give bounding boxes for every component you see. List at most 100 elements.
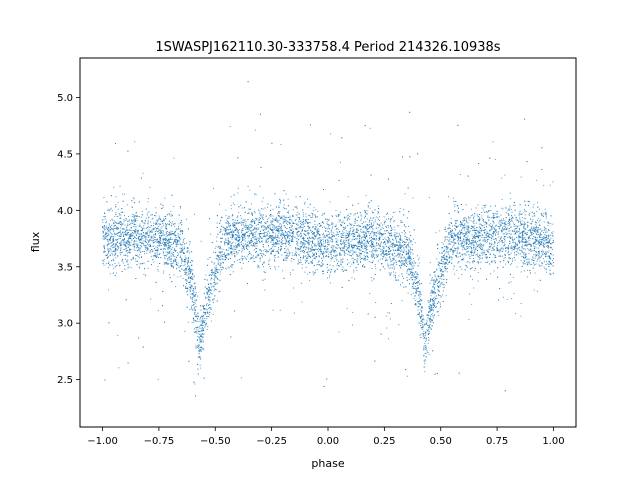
data-point bbox=[188, 250, 190, 252]
data-point bbox=[289, 217, 291, 219]
data-point bbox=[170, 222, 172, 224]
data-point bbox=[352, 232, 354, 234]
data-point bbox=[419, 309, 421, 311]
data-point bbox=[151, 218, 153, 220]
data-point bbox=[303, 242, 305, 244]
data-point bbox=[494, 213, 496, 215]
data-point bbox=[528, 229, 530, 231]
data-point bbox=[379, 258, 381, 260]
data-point bbox=[552, 231, 554, 233]
data-point bbox=[136, 211, 138, 213]
data-point bbox=[425, 337, 427, 339]
data-point bbox=[330, 270, 332, 272]
data-point bbox=[501, 229, 502, 231]
data-point bbox=[341, 259, 343, 261]
data-point bbox=[312, 259, 314, 261]
data-point bbox=[230, 243, 232, 245]
data-point bbox=[267, 250, 269, 252]
data-point bbox=[244, 237, 246, 239]
data-point bbox=[509, 230, 511, 232]
data-point bbox=[175, 244, 177, 245]
data-point bbox=[295, 250, 297, 252]
data-point bbox=[500, 220, 502, 222]
data-point bbox=[458, 248, 460, 250]
data-point bbox=[256, 241, 258, 243]
data-point bbox=[403, 223, 405, 225]
data-point bbox=[211, 293, 213, 295]
data-point bbox=[448, 234, 450, 236]
data-point bbox=[218, 246, 220, 248]
data-point bbox=[330, 237, 332, 239]
data-point bbox=[173, 205, 175, 207]
data-point bbox=[492, 215, 494, 217]
data-point bbox=[148, 229, 150, 231]
data-point bbox=[285, 238, 287, 240]
data-point bbox=[246, 255, 248, 257]
data-point bbox=[548, 260, 550, 262]
data-point bbox=[464, 217, 466, 219]
data-point bbox=[144, 240, 146, 242]
data-point bbox=[456, 232, 458, 234]
data-point bbox=[154, 239, 156, 241]
data-point bbox=[433, 310, 435, 312]
data-point bbox=[321, 239, 323, 241]
data-point bbox=[523, 217, 525, 219]
data-point bbox=[444, 226, 446, 228]
data-point bbox=[283, 233, 285, 235]
data-point bbox=[402, 251, 404, 253]
data-point bbox=[155, 224, 157, 226]
data-point bbox=[413, 298, 415, 300]
data-point bbox=[498, 239, 500, 241]
data-point bbox=[375, 239, 377, 241]
data-point bbox=[406, 257, 408, 259]
data-point bbox=[222, 262, 224, 264]
data-point bbox=[312, 216, 314, 218]
data-point bbox=[457, 262, 459, 264]
data-point bbox=[417, 255, 419, 257]
data-point bbox=[170, 241, 172, 243]
data-point bbox=[248, 246, 250, 248]
data-point bbox=[401, 249, 403, 251]
data-point bbox=[418, 257, 420, 259]
data-point bbox=[544, 231, 546, 233]
data-point bbox=[547, 229, 549, 230]
data-point bbox=[165, 233, 167, 235]
data-point bbox=[313, 272, 315, 274]
data-point bbox=[449, 234, 451, 236]
data-point bbox=[398, 324, 400, 326]
data-point bbox=[525, 248, 527, 250]
data-point bbox=[322, 222, 324, 224]
data-point bbox=[541, 214, 543, 216]
data-point bbox=[265, 250, 267, 252]
data-point bbox=[458, 225, 459, 227]
data-point bbox=[545, 252, 547, 254]
data-point bbox=[164, 248, 166, 250]
data-point bbox=[533, 264, 535, 266]
data-point bbox=[178, 235, 180, 237]
data-point bbox=[151, 237, 153, 239]
data-point bbox=[214, 266, 216, 268]
data-point bbox=[269, 227, 271, 229]
data-point bbox=[525, 240, 527, 242]
data-point bbox=[371, 241, 373, 243]
data-point bbox=[424, 353, 426, 355]
data-point bbox=[439, 270, 441, 272]
data-point bbox=[516, 219, 518, 221]
data-point bbox=[363, 230, 365, 232]
data-point bbox=[440, 296, 442, 298]
data-point bbox=[323, 255, 324, 257]
data-point bbox=[442, 271, 444, 273]
data-point bbox=[326, 242, 328, 244]
data-point bbox=[332, 226, 334, 228]
data-point bbox=[358, 224, 360, 226]
data-point bbox=[202, 348, 204, 350]
data-point bbox=[297, 245, 299, 247]
data-point bbox=[339, 214, 341, 216]
data-point bbox=[281, 231, 283, 233]
data-point bbox=[155, 228, 157, 230]
data-point bbox=[446, 271, 448, 273]
data-point bbox=[401, 232, 403, 234]
data-point bbox=[261, 208, 263, 210]
data-point bbox=[487, 232, 489, 234]
data-point bbox=[297, 247, 299, 249]
